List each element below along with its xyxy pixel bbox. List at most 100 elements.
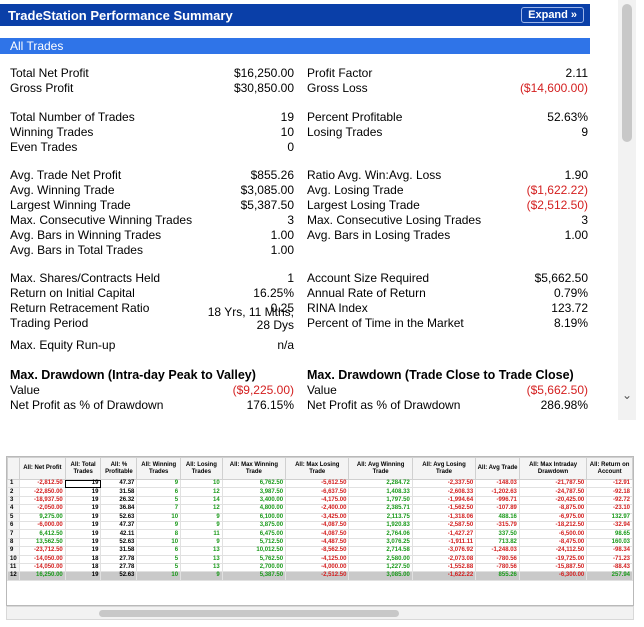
column-header[interactable]: All: Max Winning Trade	[221, 457, 287, 480]
table-cell[interactable]: 10	[136, 571, 182, 581]
row-index[interactable]: 2	[7, 487, 20, 497]
table-cell[interactable]: 42.11	[100, 529, 138, 539]
row-index[interactable]: 6	[7, 520, 20, 531]
row-index[interactable]: 11	[7, 562, 20, 573]
column-header[interactable]	[7, 457, 20, 480]
table-cell[interactable]: 7	[136, 504, 182, 514]
row-index[interactable]: 3	[7, 495, 20, 506]
table-cell[interactable]: 9,275.00	[18, 512, 66, 522]
table-cell[interactable]: -1,911.11	[411, 537, 477, 548]
table-cell[interactable]: 8	[136, 529, 182, 539]
table-cell[interactable]: 9	[136, 478, 182, 489]
table-cell[interactable]: 1,227.50	[348, 562, 413, 573]
table-cell[interactable]: 13	[180, 554, 223, 564]
table-cell[interactable]: 36.84	[100, 504, 138, 514]
table-cell[interactable]: 5	[136, 554, 182, 564]
row-index[interactable]: 12	[7, 571, 20, 581]
table-cell[interactable]: 5,387.50	[221, 571, 287, 581]
table-cell[interactable]: -92.18	[586, 487, 633, 497]
table-cell[interactable]: -21,787.50	[518, 478, 588, 489]
table-cell[interactable]: 2,284.72	[348, 478, 413, 489]
table-cell[interactable]: -8,475.00	[518, 537, 588, 548]
table-cell[interactable]: 19	[64, 537, 102, 548]
table-cell[interactable]: -6,000.00	[18, 520, 66, 531]
table-cell[interactable]: -15,887.50	[518, 562, 588, 573]
table-cell[interactable]: 18	[64, 554, 102, 564]
table-row[interactable]: 5 9,275.00 19 52.63 10 9 6,100.00 -3,425.00 2,11…	[7, 512, 633, 522]
table-row[interactable]: 3 -18,937.50 19 26.32 5 14 3,400.00 -4,175.00 1,…	[7, 495, 633, 506]
table-cell[interactable]: -148.03	[475, 478, 520, 489]
table-cell[interactable]: -24,112.50	[518, 546, 588, 556]
table-cell[interactable]: -107.89	[475, 504, 520, 514]
table-cell[interactable]: -1,622.22	[411, 571, 477, 581]
table-cell[interactable]: 52.63	[100, 571, 138, 581]
table-cell[interactable]: 19	[64, 571, 102, 581]
table-cell[interactable]: 2,113.75	[348, 512, 413, 522]
table-cell[interactable]: 19	[64, 529, 102, 539]
chevron-down-icon[interactable]: ⌄	[621, 388, 633, 402]
table-cell[interactable]: 16,250.00	[18, 571, 66, 581]
table-cell[interactable]: -18,212.50	[518, 520, 588, 531]
table-cell[interactable]: -12.91	[586, 478, 633, 489]
table-cell[interactable]: 13	[180, 562, 223, 573]
table-cell[interactable]: 2,580.00	[348, 554, 413, 564]
table-cell[interactable]: 1,797.50	[348, 495, 413, 506]
table-cell[interactable]: 6,762.50	[221, 478, 287, 489]
table-cell[interactable]: -4,087.50	[285, 520, 350, 531]
table-cell[interactable]: -996.71	[475, 495, 520, 506]
column-header[interactable]: All: Total Trades	[64, 457, 102, 480]
table-cell[interactable]: 5	[136, 495, 182, 506]
table-cell[interactable]: -2,608.33	[411, 487, 477, 497]
row-index[interactable]: 9	[7, 546, 20, 556]
table-cell[interactable]: 9	[180, 537, 223, 548]
table-cell[interactable]: -8,562.50	[285, 546, 350, 556]
table-cell[interactable]: 5,712.50	[221, 537, 287, 548]
table-cell[interactable]: 337.50	[475, 529, 520, 539]
table-cell[interactable]: -20,425.00	[518, 495, 588, 506]
table-cell[interactable]: 3,400.00	[221, 495, 287, 506]
table-cell[interactable]: 12	[180, 504, 223, 514]
table-cell[interactable]: 31.58	[100, 546, 138, 556]
table-cell[interactable]: -14,050.00	[18, 562, 66, 573]
table-cell[interactable]: 132.97	[586, 512, 633, 522]
table-cell[interactable]: 2,385.71	[348, 504, 413, 514]
column-header[interactable]: All: Avg Winning Trade	[348, 457, 413, 480]
table-cell[interactable]: 6	[136, 487, 182, 497]
table-cell[interactable]: -4,175.00	[285, 495, 350, 506]
table-cell[interactable]: 9	[180, 520, 223, 531]
table-row[interactable]: 8 13,562.50 19 52.63 10 9 5,712.50 -4,487.50 3,0…	[7, 537, 633, 548]
table-cell[interactable]: 6	[136, 546, 182, 556]
table-row[interactable]: 6 -6,000.00 19 47.37 9 9 3,875.00 -4,087.50 1,92…	[7, 520, 633, 531]
table-cell[interactable]: -6,500.00	[518, 529, 588, 539]
table-cell[interactable]: -2,337.50	[411, 478, 477, 489]
table-cell[interactable]: 98.65	[586, 529, 633, 539]
table-cell[interactable]: 2,764.06	[348, 529, 413, 539]
table-cell[interactable]: 19	[64, 495, 102, 506]
table-cell[interactable]: -2,587.50	[411, 520, 477, 531]
table-cell[interactable]: -4,125.00	[285, 554, 350, 564]
table-cell[interactable]: -88.43	[586, 562, 633, 573]
table-cell[interactable]: 713.82	[475, 537, 520, 548]
row-index[interactable]: 7	[7, 529, 20, 539]
table-cell[interactable]: 47.37	[100, 478, 138, 489]
table-cell[interactable]: -4,000.00	[285, 562, 350, 573]
column-header[interactable]: All: Net Profit	[18, 457, 66, 480]
table-cell[interactable]: 19	[64, 546, 102, 556]
table-cell[interactable]: -23,712.50	[18, 546, 66, 556]
table-cell[interactable]: -1,552.88	[411, 562, 477, 573]
table-row[interactable]: 11 -14,050.00 18 27.78 5 13 2,700.00 -4,000.00 1…	[7, 562, 633, 573]
table-cell[interactable]: 19	[64, 478, 102, 489]
row-index[interactable]: 10	[7, 554, 20, 564]
table-cell[interactable]: 855.26	[475, 571, 520, 581]
table-cell[interactable]: -19,725.00	[518, 554, 588, 564]
table-cell[interactable]: 27.78	[100, 562, 138, 573]
row-index[interactable]: 1	[7, 478, 20, 489]
table-cell[interactable]: -71.23	[586, 554, 633, 564]
table-cell[interactable]: 26.32	[100, 495, 138, 506]
row-index[interactable]: 4	[7, 504, 20, 514]
table-cell[interactable]: -32.94	[586, 520, 633, 531]
table-cell[interactable]: 12	[180, 487, 223, 497]
table-cell[interactable]: -780.56	[475, 554, 520, 564]
table-cell[interactable]: 5,762.50	[221, 554, 287, 564]
table-cell[interactable]: -92.72	[586, 495, 633, 506]
